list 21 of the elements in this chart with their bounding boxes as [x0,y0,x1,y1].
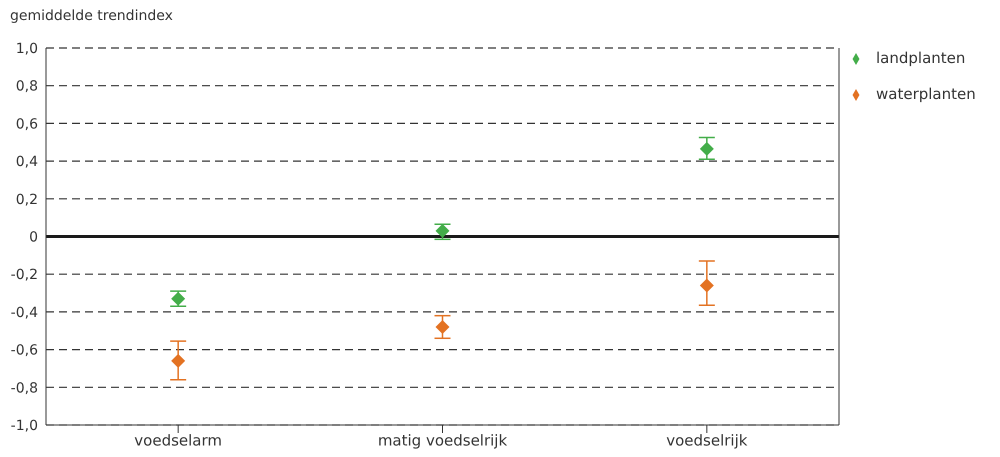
point [700,278,714,293]
y-tick-label: 0 [29,229,38,246]
x-tick-label: matig voedselrijk [378,432,508,450]
x-tick-label: voedselarm [134,432,222,450]
x-tick-label: voedselrijk [666,432,748,450]
y-tick-label: 0,8 [16,78,38,95]
y-tick-label: 0,4 [16,154,38,170]
point [171,354,186,368]
y-tick-label: 1,0 [16,40,38,57]
y-tick-label: -0,8 [10,380,38,396]
y-axis-title: gemiddelde trendindex [10,8,173,24]
point [436,320,450,334]
y-tick-label: 0,2 [16,192,38,208]
y-tick-label: -0,6 [10,342,38,359]
y-tick-label: -1,0 [10,418,38,434]
point [700,142,714,156]
legend-label: waterplanten [876,85,976,103]
y-tick-label: -0,4 [10,304,38,321]
y-tick-label: 0,6 [16,116,38,132]
legend-label: landplanten [876,49,966,67]
y-tick-label: -0,2 [10,267,38,284]
